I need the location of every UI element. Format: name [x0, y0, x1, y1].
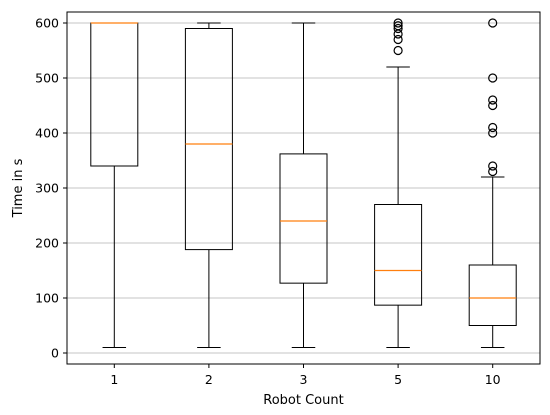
- y-tick-label: 300: [35, 181, 59, 196]
- x-tick-label: 3: [300, 372, 308, 387]
- outlier-point: [393, 18, 403, 28]
- outlier-point: [488, 122, 498, 133]
- box: [90, 22, 139, 167]
- box: [279, 153, 328, 284]
- box: [468, 264, 517, 326]
- box-group-10: [468, 18, 517, 348]
- outlier-point: [488, 161, 498, 171]
- outlier-point: [488, 95, 498, 105]
- outlier-point: [488, 100, 498, 111]
- x-tick-label: 1: [110, 372, 118, 387]
- box-group-1: [90, 22, 139, 348]
- outlier-point: [393, 23, 403, 34]
- x-tick-label: 5: [394, 372, 402, 387]
- y-tick-label: 200: [35, 236, 59, 251]
- box-group-2: [184, 22, 233, 348]
- outlier-point: [488, 128, 498, 138]
- outlier-point: [393, 21, 403, 31]
- outlier-point: [393, 45, 403, 56]
- box-plot-series: [90, 18, 517, 348]
- y-axis-label: Time in s: [11, 158, 26, 218]
- box: [184, 28, 233, 251]
- y-tick-label: 100: [35, 291, 59, 306]
- outlier-point: [488, 18, 498, 28]
- outlier-point: [393, 34, 403, 45]
- y-tick-label: 600: [35, 16, 59, 31]
- box-group-3: [279, 22, 328, 348]
- x-tick-label: 10: [485, 372, 501, 387]
- y-tick-label: 500: [35, 71, 59, 86]
- box-group-5: [374, 18, 423, 348]
- x-tick-label: 2: [205, 372, 213, 387]
- y-tick-label: 400: [35, 126, 59, 141]
- outlier-point: [488, 73, 498, 83]
- y-tick-label: 0: [51, 346, 59, 361]
- axes: 0 100 200 300 400 500 600 1 2 3 5 10: [35, 16, 501, 388]
- x-axis-label: Robot Count: [263, 393, 343, 408]
- box: [374, 204, 423, 306]
- outlier-point: [488, 166, 498, 177]
